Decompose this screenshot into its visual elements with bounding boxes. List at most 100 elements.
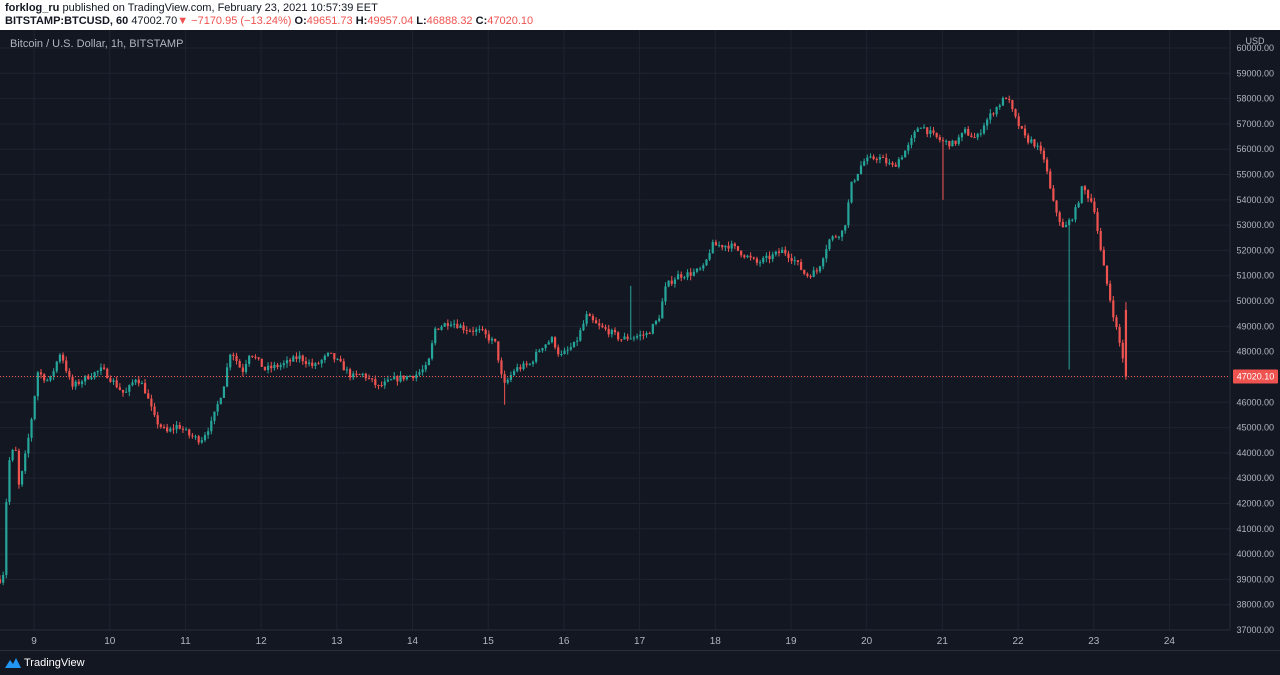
candle-body — [74, 381, 77, 387]
candle-body — [156, 415, 159, 425]
candle-body — [115, 380, 118, 388]
candle-body — [1004, 98, 1008, 100]
low-label: L: — [416, 15, 427, 27]
tradingview-logo-icon[interactable] — [4, 657, 22, 669]
candle-body — [992, 113, 995, 115]
candle-body — [777, 251, 781, 254]
price-tick-label: 38000.00 — [1236, 600, 1274, 610]
candle-body — [683, 277, 686, 279]
last-price: 47002.70 — [131, 15, 178, 27]
candle-body — [749, 255, 752, 258]
time-tick-label: 23 — [1088, 636, 1100, 647]
candle-body — [1027, 135, 1030, 143]
candle-body — [847, 202, 850, 226]
chart-area[interactable]: USD 37000.00 38000.00 39000.00 40000.00 4100… — [0, 30, 1280, 650]
candle-body — [131, 382, 134, 386]
candle-body — [367, 378, 371, 380]
candle-body — [620, 339, 623, 341]
candle-body — [1020, 126, 1023, 129]
candle-body — [1112, 300, 1115, 318]
down-arrow-icon: ▼ — [177, 15, 189, 27]
candle-body — [279, 365, 282, 367]
candle-body — [799, 262, 803, 270]
candle-body — [203, 435, 207, 441]
tradingview-brand[interactable]: TradingView — [24, 657, 85, 669]
price-tag-bg — [1233, 369, 1278, 384]
candle-body — [440, 326, 443, 330]
candle-body — [65, 360, 68, 372]
candle-body — [986, 119, 989, 126]
candle-body — [213, 411, 216, 421]
candle-body — [919, 127, 923, 129]
candle-body — [1068, 219, 1071, 226]
candle-body — [143, 383, 147, 394]
time-tick-label: 15 — [483, 636, 495, 647]
candle-body — [837, 236, 841, 238]
candle-body — [938, 137, 941, 141]
price-chart[interactable]: USD 37000.00 38000.00 39000.00 40000.00 4100… — [0, 30, 1280, 650]
candle-body — [828, 239, 831, 250]
publisher-name[interactable]: forklog_ru — [5, 2, 60, 14]
price-tick-label: 45000.00 — [1236, 423, 1274, 433]
time-tick-label: 20 — [861, 636, 873, 647]
candle-body — [345, 369, 349, 371]
candle-body — [150, 398, 153, 407]
candle-body — [147, 393, 150, 399]
candle-body — [244, 364, 248, 372]
time-tick-label: 14 — [407, 636, 419, 647]
candle-body — [304, 361, 308, 364]
candle-body — [487, 334, 490, 341]
candle-body — [289, 360, 292, 362]
candle-body — [863, 161, 866, 166]
candle-body — [872, 156, 875, 160]
candle-body — [266, 365, 270, 370]
candle-body — [298, 355, 301, 360]
candle-body — [831, 236, 834, 240]
candle-body — [453, 323, 456, 325]
candle-body — [916, 128, 919, 132]
candle-body — [654, 321, 658, 325]
candle-body — [607, 328, 610, 335]
candle-body — [1008, 98, 1011, 101]
candle-body — [680, 274, 683, 278]
candle-body — [418, 372, 421, 375]
candle-body — [1071, 219, 1074, 221]
candle-body — [93, 372, 96, 378]
candle-body — [516, 367, 519, 372]
candle-body — [1083, 186, 1087, 191]
time-tick-label: 22 — [1012, 636, 1024, 647]
candle-body — [336, 358, 339, 360]
candle-body — [1023, 128, 1027, 136]
candle-body — [648, 333, 651, 335]
candle-body — [14, 449, 17, 451]
time-tick-label: 13 — [331, 636, 343, 647]
price-axis[interactable]: USD 37000.00 38000.00 39000.00 40000.00 4100… — [1229, 30, 1274, 635]
candle-body — [658, 318, 661, 322]
candle-body — [311, 362, 314, 366]
candle-body — [793, 260, 796, 262]
candle-body — [784, 249, 787, 254]
candle-body — [1058, 212, 1061, 222]
candle-body — [1030, 139, 1033, 143]
candle-body — [528, 363, 531, 365]
candle-body — [434, 328, 437, 344]
candles — [0, 95, 1128, 586]
candle-body — [96, 370, 99, 373]
candle-body — [374, 379, 377, 386]
candle-body — [159, 424, 162, 427]
candle-body — [1045, 159, 1049, 172]
candle-body — [43, 374, 46, 381]
candle-body — [746, 255, 749, 258]
time-axis[interactable]: 9 10 11 12 13 14 15 16 17 18 19 20 21 22 23 24 — [0, 629, 1230, 647]
candle-body — [566, 349, 569, 351]
candle-body — [1039, 145, 1042, 151]
price-tick-label: 59000.00 — [1236, 68, 1274, 78]
candle-body — [594, 320, 598, 324]
candle-body — [2, 574, 5, 583]
candle-body — [1086, 190, 1090, 199]
candle-body — [878, 157, 882, 160]
candle-body — [238, 361, 241, 368]
candle-body — [926, 127, 929, 134]
candle-body — [796, 260, 800, 263]
candle-body — [320, 359, 323, 364]
